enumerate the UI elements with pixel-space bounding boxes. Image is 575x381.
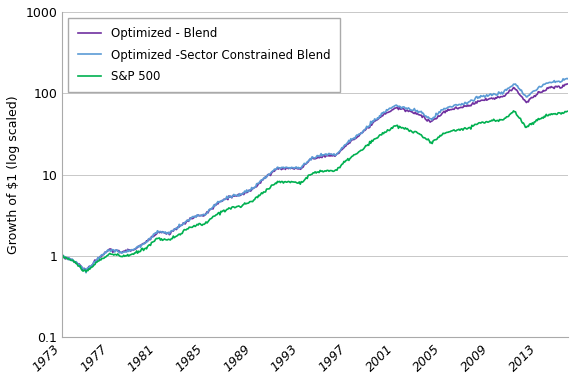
Optimized - Blend xyxy=(237,193,244,197)
Optimized - Blend xyxy=(442,110,448,115)
Optimized - Blend xyxy=(65,256,72,260)
S&P 500 xyxy=(442,131,448,136)
S&P 500 xyxy=(536,117,543,122)
Optimized - Blend xyxy=(59,253,66,258)
S&P 500 xyxy=(65,256,72,261)
Legend: Optimized - Blend, Optimized -Sector Constrained Blend, S&P 500: Optimized - Blend, Optimized -Sector Con… xyxy=(68,18,340,92)
Optimized -Sector Constrained Blend xyxy=(442,107,448,111)
S&P 500 xyxy=(237,205,244,210)
S&P 500 xyxy=(59,253,66,258)
Optimized - Blend xyxy=(83,269,90,273)
Optimized -Sector Constrained Blend xyxy=(536,84,543,89)
Optimized -Sector Constrained Blend xyxy=(83,271,90,275)
S&P 500 xyxy=(209,216,216,220)
Optimized -Sector Constrained Blend xyxy=(209,206,216,210)
Line: Optimized -Sector Constrained Blend: Optimized -Sector Constrained Blend xyxy=(62,68,575,273)
Optimized -Sector Constrained Blend xyxy=(237,192,244,197)
S&P 500 xyxy=(425,137,432,141)
Optimized - Blend xyxy=(209,206,216,211)
Line: S&P 500: S&P 500 xyxy=(62,103,575,272)
Y-axis label: Growth of $1 (log scaled): Growth of $1 (log scaled) xyxy=(7,95,20,254)
Optimized - Blend xyxy=(536,90,543,94)
Optimized -Sector Constrained Blend xyxy=(59,255,66,259)
Optimized -Sector Constrained Blend xyxy=(65,258,72,262)
Optimized - Blend xyxy=(425,117,432,122)
Line: Optimized - Blend: Optimized - Blend xyxy=(62,74,575,271)
S&P 500 xyxy=(83,269,90,274)
Optimized -Sector Constrained Blend xyxy=(425,115,432,119)
